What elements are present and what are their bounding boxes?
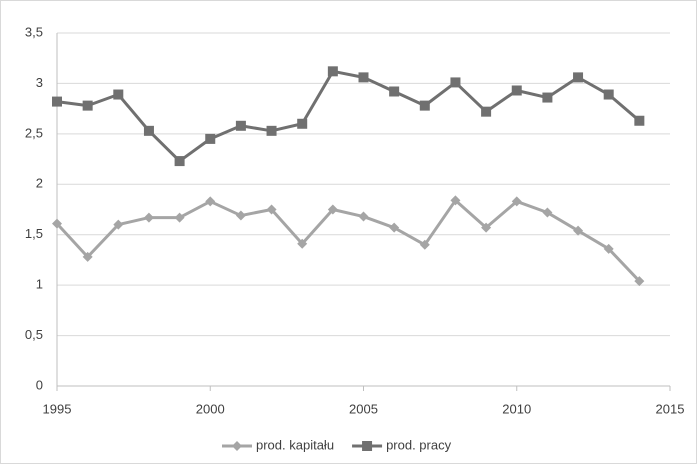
- data-point: [113, 89, 124, 100]
- data-point: [450, 77, 461, 88]
- data-point: [174, 156, 185, 167]
- x-tick-label: 1995: [43, 401, 72, 416]
- data-point: [389, 222, 400, 233]
- data-point: [419, 100, 430, 111]
- data-point: [205, 196, 216, 207]
- data-point: [634, 115, 645, 126]
- data-point: [235, 210, 246, 221]
- data-point: [266, 125, 277, 136]
- x-tick-label: 2010: [502, 401, 531, 416]
- y-tick-label: 3,5: [25, 24, 43, 39]
- data-point: [542, 207, 553, 218]
- data-point: [634, 276, 645, 287]
- y-tick-label: 2,5: [25, 125, 43, 140]
- data-point: [327, 204, 338, 215]
- data-point: [143, 125, 154, 136]
- data-point: [511, 85, 522, 96]
- data-point: [82, 100, 93, 111]
- data-point: [143, 212, 154, 223]
- data-point: [481, 106, 492, 117]
- data-point: [450, 195, 461, 206]
- y-tick-label: 0: [36, 377, 43, 392]
- data-point: [573, 225, 584, 236]
- series-line: [56, 69, 641, 163]
- data-point: [389, 86, 400, 97]
- data-point: [52, 96, 62, 107]
- data-point: [82, 251, 93, 262]
- data-point: [205, 133, 216, 144]
- data-point: [573, 72, 584, 83]
- data-point: [481, 222, 492, 233]
- x-tick-label: 2000: [196, 401, 225, 416]
- data-point: [174, 212, 185, 223]
- legend-marker: [232, 441, 242, 451]
- data-point: [358, 211, 369, 222]
- data-point: [297, 238, 308, 249]
- legend-label: prod. pracy: [386, 437, 452, 452]
- data-point: [603, 243, 614, 254]
- data-point: [542, 92, 553, 103]
- series-line: [55, 198, 641, 283]
- data-point: [266, 204, 277, 215]
- y-tick-label: 1: [36, 277, 43, 292]
- y-tick-label: 3: [36, 75, 43, 90]
- data-point: [419, 239, 430, 250]
- data-point: [297, 118, 308, 129]
- y-tick-label: 1,5: [25, 226, 43, 241]
- data-point: [327, 66, 338, 77]
- x-tick-label: 2005: [349, 401, 378, 416]
- x-tick-label: 2015: [656, 401, 685, 416]
- data-point: [52, 218, 62, 229]
- data-point: [358, 72, 369, 83]
- data-point: [603, 89, 614, 100]
- y-tick-label: 0,5: [25, 327, 43, 342]
- legend-marker: [362, 441, 373, 451]
- data-point: [113, 219, 124, 230]
- data-point: [235, 120, 246, 131]
- data-point: [511, 196, 522, 207]
- y-tick-label: 2: [36, 176, 43, 191]
- legend-label: prod. kapitału: [256, 437, 334, 452]
